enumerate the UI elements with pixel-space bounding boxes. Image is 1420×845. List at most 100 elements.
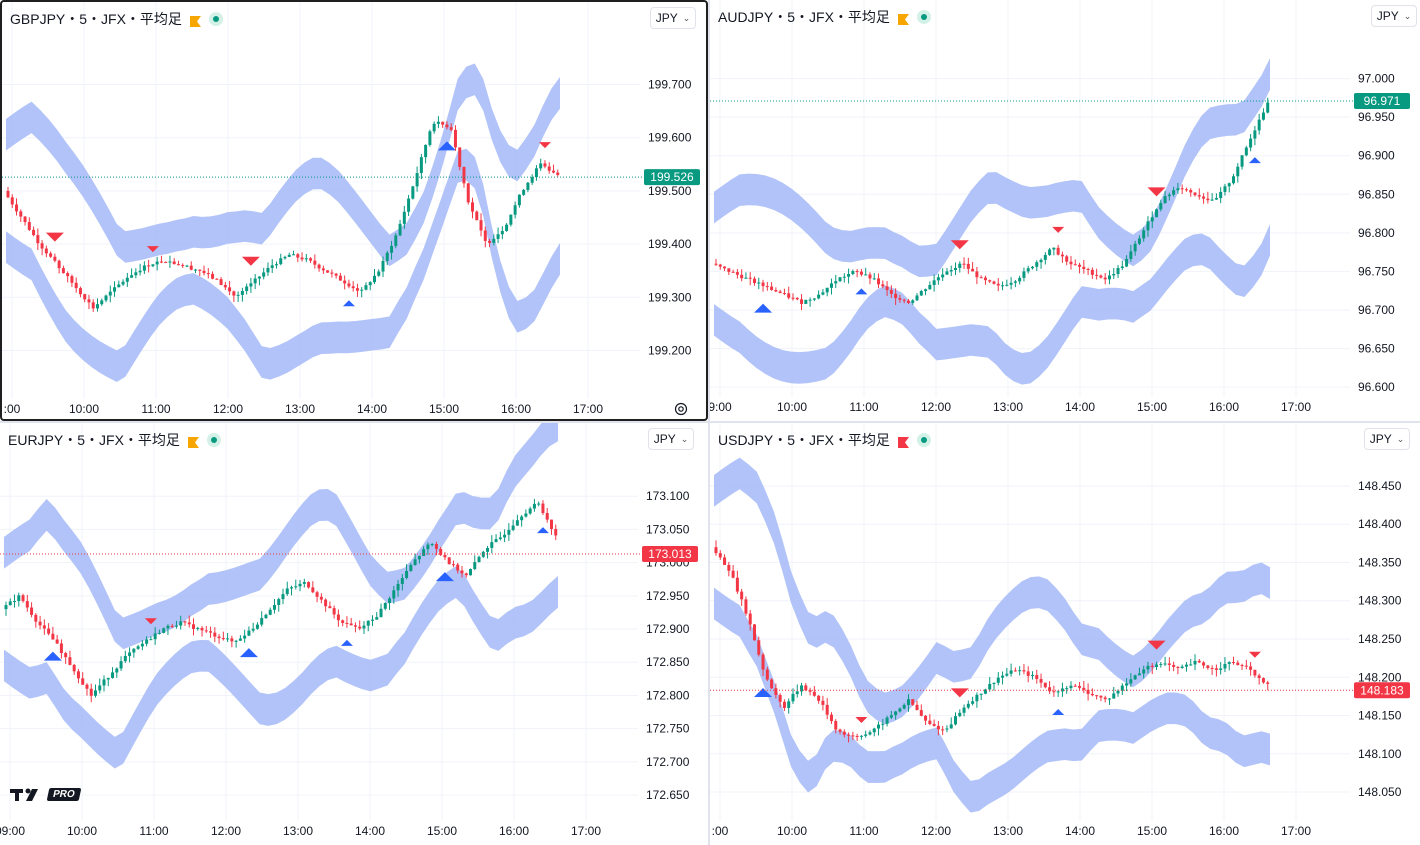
candle-body xyxy=(366,620,370,626)
pane-divider-horizontal[interactable] xyxy=(0,421,1420,423)
candle-body xyxy=(349,623,353,626)
candle-body xyxy=(1120,266,1124,269)
market-status-dot-icon xyxy=(206,433,221,447)
candle-body xyxy=(370,619,374,621)
last-price-label: 199.526 xyxy=(650,170,694,184)
candle-body xyxy=(168,261,172,263)
chart-pane-audjpy[interactable]: 9:00 10:00 11:00 12:00 13:00 14:00 15:00 16:00 1… xyxy=(710,0,1420,421)
candle-body xyxy=(1005,284,1009,286)
candle-body xyxy=(1214,668,1218,670)
sell-signal-marker xyxy=(950,688,969,698)
candle-body xyxy=(10,197,14,205)
settings-gear-icon[interactable] xyxy=(673,401,689,417)
candle-body xyxy=(906,699,910,705)
candle-body xyxy=(264,614,268,619)
candle-body xyxy=(812,298,816,300)
candle-body xyxy=(272,605,276,610)
candle-body xyxy=(215,278,219,280)
candle-body xyxy=(1257,675,1261,679)
symbol-title[interactable]: AUDJPY・5・JFX・平均足 xyxy=(718,9,890,25)
symbol-title[interactable]: GBPJPY・5・JFX・平均足 xyxy=(10,11,182,27)
chart-canvas[interactable]: 09:00 10:00 11:00 12:00 13:00 14:00 15:00 16:00… xyxy=(0,423,708,845)
candle-body xyxy=(91,302,95,309)
candle-body xyxy=(338,275,342,281)
symbol-header[interactable]: AUDJPY・5・JFX・平均足 xyxy=(718,7,931,27)
symbol-header[interactable]: USDJPY・5・JFX・平均足 xyxy=(718,430,931,450)
candle-body xyxy=(1244,147,1248,156)
candle-body xyxy=(300,257,304,260)
candle-body xyxy=(123,655,127,662)
candle-body xyxy=(456,564,460,571)
candle-body xyxy=(1249,666,1253,670)
chart-canvas[interactable]: 9:00 10:00 11:00 12:00 13:00 14:00 15:00 16:00 1… xyxy=(710,0,1420,421)
symbol-header[interactable]: GBPJPY・5・JFX・平均足 xyxy=(10,9,223,29)
currency-select[interactable]: JPY ⌄ xyxy=(1371,5,1417,27)
candle-body xyxy=(1227,183,1231,187)
symbol-title[interactable]: USDJPY・5・JFX・平均足 xyxy=(718,432,890,448)
candle-body xyxy=(1155,664,1159,667)
candle-body xyxy=(847,273,851,277)
candle-body xyxy=(1022,271,1026,278)
buy-signal-marker xyxy=(754,687,773,697)
candle-body xyxy=(812,691,816,696)
candle-body xyxy=(377,271,381,276)
candle-body xyxy=(132,648,136,653)
chart-pane-usdjpy[interactable]: :00 10:00 11:00 12:00 13:00 14:00 15:00 16:00 17… xyxy=(710,423,1420,845)
candle-body xyxy=(25,601,29,608)
candle-body xyxy=(140,643,144,647)
candle-body xyxy=(894,711,898,716)
candle-body xyxy=(34,614,38,622)
candle-body xyxy=(106,677,110,680)
candle-body xyxy=(266,267,270,273)
candle-body xyxy=(723,557,727,565)
flag-icon[interactable] xyxy=(187,435,199,448)
candle-body xyxy=(17,595,21,602)
currency-select[interactable]: JPY ⌄ xyxy=(1364,428,1410,450)
candle-body xyxy=(1249,138,1253,148)
flag-icon[interactable] xyxy=(897,435,909,448)
candle-body xyxy=(795,691,799,694)
candle-body xyxy=(1180,666,1184,668)
candle-body xyxy=(1035,262,1039,267)
symbol-title[interactable]: EURJPY・5・JFX・平均足 xyxy=(8,432,180,448)
candle-body xyxy=(761,282,765,287)
candle-body xyxy=(247,630,251,636)
candle-body xyxy=(864,274,868,276)
currency-select[interactable]: JPY ⌄ xyxy=(648,428,694,450)
sell-signal-marker xyxy=(855,717,868,724)
chart-canvas[interactable]: :00 10:00 11:00 12:00 13:00 14:00 15:00 16:00 17… xyxy=(2,2,708,421)
flag-icon[interactable] xyxy=(897,12,909,25)
candle-body xyxy=(83,294,87,300)
candle-body xyxy=(311,587,315,593)
candle-body xyxy=(1176,188,1180,191)
candle-body xyxy=(51,633,55,640)
candle-body xyxy=(302,582,306,584)
candle-body xyxy=(1167,194,1171,197)
chart-canvas[interactable]: :00 10:00 11:00 12:00 13:00 14:00 15:00 16:00 17… xyxy=(710,423,1420,845)
candle-body xyxy=(898,708,902,712)
last-price-label: 173.013 xyxy=(648,547,692,561)
candle-body xyxy=(153,633,157,640)
candle-body xyxy=(996,677,1000,683)
candle-body xyxy=(345,622,349,624)
buy-signal-marker xyxy=(437,141,456,151)
tradingview-logo[interactable]: PRO xyxy=(10,786,82,802)
candle-body xyxy=(326,270,330,273)
candle-body xyxy=(115,668,119,673)
chart-pane-eurjpy[interactable]: 09:00 10:00 11:00 12:00 13:00 14:00 15:00 16:00… xyxy=(0,423,708,845)
candle-body xyxy=(488,240,492,243)
candle-body xyxy=(1060,688,1064,692)
x-axis-tick-label: 11:00 xyxy=(141,402,170,416)
chart-pane-gbpjpy[interactable]: :00 10:00 11:00 12:00 13:00 14:00 15:00 16:00 17… xyxy=(0,0,708,421)
candle-body xyxy=(1197,195,1201,197)
currency-select[interactable]: JPY ⌄ xyxy=(650,7,696,29)
candle-body xyxy=(1056,247,1060,255)
candle-body xyxy=(74,282,78,289)
candle-body xyxy=(1172,664,1176,667)
candle-body xyxy=(1013,281,1017,283)
lower-band xyxy=(714,587,1270,813)
symbol-header[interactable]: EURJPY・5・JFX・平均足 xyxy=(8,430,221,450)
candle-body xyxy=(402,211,406,224)
candle-body xyxy=(434,544,438,549)
flag-icon[interactable] xyxy=(189,14,201,27)
